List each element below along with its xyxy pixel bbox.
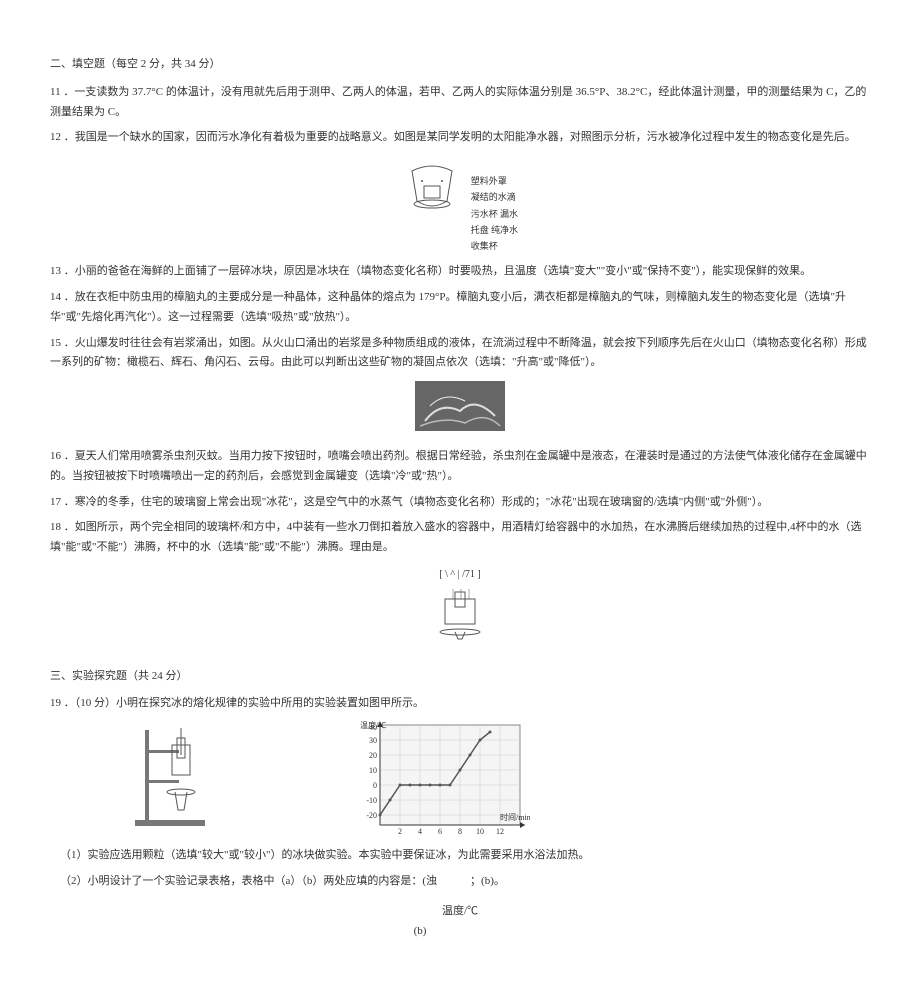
q19-sub1: （1）实验应选用颗粒（选填"较大"或"较小"）的冰块做实验。本实验中要保证冰，为… <box>60 846 870 866</box>
q16-num: 16 <box>50 450 61 462</box>
q15-num: 15 <box>50 337 61 349</box>
q17-num: 17 <box>50 496 61 508</box>
question-14: 14 ．放在衣柜中防虫用的樟脑丸的主要成分是一种晶体，这种晶体的熔点为 179°… <box>50 288 870 328</box>
q14-num: 14 <box>50 291 61 303</box>
question-11: 11 ．一支读数为 37.7°C 的体温计，没有甩就先后用于测甲、乙两人的体温，… <box>50 83 870 123</box>
question-12: 12 ．我国是一个缺水的国家，因而污水净化有着极为重要的战略意义。如图是某同学发… <box>50 128 870 148</box>
q13-num: 13 <box>50 265 61 277</box>
section-3-title: 三、实验探究题（共 24 分） <box>50 667 870 687</box>
xtick-6: 6 <box>438 827 442 836</box>
xtick-4: 4 <box>418 827 422 836</box>
ytick-30: 30 <box>369 736 377 745</box>
q12-label-2: 污水杯 漏水 <box>471 206 518 222</box>
q16-text: ．夏天人们常用喷雾杀虫剂灭蚊。当用力按下按钮时，喷嘴会喷出药剂。根据日常经验，杀… <box>50 450 867 482</box>
q19-blanks: 温度/℃ (b) <box>310 902 610 942</box>
blank-label: 温度/℃ <box>310 902 610 922</box>
temperature-chart: 40 30 20 10 0 -10 -20 2 4 6 8 10 12 温度/℃… <box>350 720 530 840</box>
q13-text: ．小丽的爸爸在海鲜的上面铺了一层碎冰块，原因是冰块在（填物态变化名称）时要吸热，… <box>64 265 811 277</box>
xtick-10: 10 <box>476 827 484 836</box>
q11-num: 11 <box>50 86 61 98</box>
q12-label-4: 收集杯 <box>471 238 518 254</box>
blank-b: (b) <box>230 922 610 942</box>
q12-figure: 塑料外罩 凝结的水滴 污水杯 漏水 托盘 纯净水 收集杯 <box>50 156 870 254</box>
q19-num: 19 <box>50 697 61 709</box>
q15-figure <box>50 381 870 439</box>
xtick-12: 12 <box>496 827 504 836</box>
apparatus-icon <box>130 720 230 830</box>
q12-num: 12 <box>50 131 61 143</box>
volcano-icon <box>415 381 505 431</box>
ytick-20: 20 <box>369 751 377 760</box>
ytick-10: 10 <box>369 766 377 775</box>
question-15: 15 ．火山爆发时往往会有岩浆涌出，如图。从火山口涌出的岩浆是多种物质组成的液体… <box>50 334 870 374</box>
q12-label-3: 托盘 纯净水 <box>471 222 518 238</box>
q18-fig-label: [ \ ^ | /71 ] <box>50 566 870 584</box>
ytick-n10: -10 <box>366 796 377 805</box>
q19-sub2: （2）小明设计了一个实验记录表格，表格中（a）（b）两处应填的内容是：(浊 ；(… <box>60 872 870 892</box>
q12-label-1: 凝结的水滴 <box>471 189 518 205</box>
q17-text: ．寒冷的冬季，住宅的玻璃窗上常会出现"冰花"，这是空气中的水蒸气（填物态变化名称… <box>64 496 768 508</box>
section-2-title: 二、填空题（每空 2 分，共 34 分） <box>50 55 870 75</box>
question-18: 18 ．如图所示，两个完全相同的玻璃杯/和方中，4中装有一些水刀倒扣着放入盛水的… <box>50 518 870 558</box>
question-17: 17 ．寒冷的冬季，住宅的玻璃窗上常会出现"冰花"，这是空气中的水蒸气（填物态变… <box>50 493 870 513</box>
q12-text: ．我国是一个缺水的国家，因而污水净化有着极为重要的战略意义。如图是某同学发明的太… <box>64 131 856 143</box>
q15-text: ．火山爆发时往往会有岩浆涌出，如图。从火山口涌出的岩浆是多种物质组成的液体，在流… <box>50 337 867 369</box>
q19-text: ．（10 分）小明在探究冰的熔化规律的实验中所用的实验装置如图甲所示。 <box>64 697 424 709</box>
water-purifier-icon <box>402 156 462 216</box>
y-axis-label: 温度/℃ <box>360 720 386 730</box>
q18-text: ．如图所示，两个完全相同的玻璃杯/和方中，4中装有一些水刀倒扣着放入盛水的容器中… <box>50 521 862 553</box>
q12-label-0: 塑料外罩 <box>471 173 518 189</box>
question-13: 13 ．小丽的爸爸在海鲜的上面铺了一层碎冰块，原因是冰块在（填物态变化名称）时要… <box>50 262 870 282</box>
xtick-2: 2 <box>398 827 402 836</box>
ytick-0: 0 <box>373 781 377 790</box>
q18-figure: [ \ ^ | /71 ] <box>50 566 870 652</box>
x-axis-label: 时间/min <box>500 812 530 822</box>
q18-num: 18 <box>50 521 61 533</box>
question-16: 16 ．夏天人们常用喷雾杀虫剂灭蚊。当用力按下按钮时，喷嘴会喷出药剂。根据日常经… <box>50 447 870 487</box>
xtick-8: 8 <box>458 827 462 836</box>
question-19: 19 ．（10 分）小明在探究冰的熔化规律的实验中所用的实验装置如图甲所示。 <box>50 694 870 714</box>
q19-figures: 40 30 20 10 0 -10 -20 2 4 6 8 10 12 温度/℃… <box>130 720 870 840</box>
ytick-n20: -20 <box>366 811 377 820</box>
boiling-cup-icon <box>425 584 495 644</box>
q14-text: ．放在衣柜中防虫用的樟脑丸的主要成分是一种晶体，这种晶体的熔点为 179°P。樟… <box>50 291 846 323</box>
q11-text: ．一支读数为 37.7°C 的体温计，没有甩就先后用于测甲、乙两人的体温，若甲、… <box>50 86 866 118</box>
